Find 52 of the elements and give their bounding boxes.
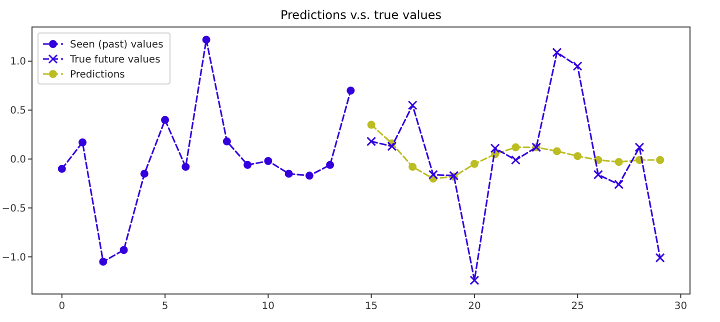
point — [510, 155, 520, 165]
legend-label: Seen (past) values — [70, 40, 164, 50]
point — [490, 144, 500, 154]
x-tick-label: 15 — [364, 301, 378, 312]
y-tick-label: 0.5 — [10, 106, 26, 117]
point — [614, 180, 624, 190]
point — [367, 120, 376, 129]
y-tick-label: 0.0 — [10, 154, 26, 166]
point — [552, 147, 561, 156]
chart-title: Predictions v.s. true values — [280, 8, 442, 22]
point — [120, 246, 128, 254]
point — [470, 276, 480, 286]
x-tick-label: 25 — [571, 301, 584, 312]
point — [634, 142, 644, 152]
x-tick-label: 30 — [674, 301, 688, 312]
legend-label: True future values — [69, 54, 160, 66]
point — [408, 100, 418, 110]
point — [552, 48, 562, 58]
point — [428, 170, 438, 180]
point — [222, 137, 231, 146]
point — [574, 152, 582, 160]
point — [202, 36, 210, 44]
point — [264, 156, 272, 165]
point — [244, 160, 252, 169]
point — [512, 143, 520, 152]
x-tick-label: 5 — [162, 301, 168, 312]
point — [614, 158, 623, 166]
point — [78, 138, 87, 146]
point — [284, 170, 293, 178]
point — [408, 162, 417, 171]
point — [140, 170, 148, 178]
point — [366, 136, 376, 146]
point — [305, 172, 314, 180]
point — [655, 253, 665, 263]
point — [99, 258, 108, 266]
point — [58, 164, 66, 173]
point — [326, 160, 334, 169]
point — [572, 61, 582, 71]
y-tick-label: −0.5 — [2, 203, 26, 214]
legend-label: Predictions — [70, 70, 125, 80]
point — [593, 170, 603, 180]
y-tick-label: 1.0 — [10, 56, 26, 68]
point — [656, 156, 664, 164]
point — [470, 160, 478, 168]
point — [346, 86, 355, 95]
point — [182, 162, 190, 171]
x-tick-label: 20 — [468, 301, 481, 312]
y-tick-label: −1.0 — [2, 252, 26, 264]
point — [387, 142, 397, 152]
x-tick-label: 0 — [58, 301, 66, 312]
point — [161, 116, 170, 124]
x-tick-label: 10 — [262, 301, 275, 312]
